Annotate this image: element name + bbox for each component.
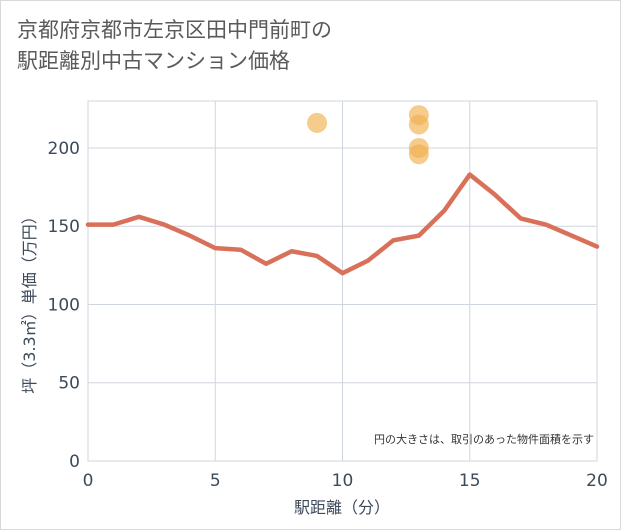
y-tick-label: 50 [58,374,80,394]
transaction-point [408,144,429,165]
x-tick-label: 15 [459,471,481,491]
x-tick-label: 0 [83,471,94,491]
chart-title-line-2: 駅距離別中古マンション価格 [17,49,290,73]
transaction-point [408,114,429,135]
average-price-line [85,172,600,276]
x-tick-label: 5 [210,471,221,491]
transaction-point [307,112,328,133]
chart-title: 京都府京都市左京区田中門前町の 駅距離別中古マンション価格 [17,15,437,77]
y-tick-label: 200 [48,139,80,159]
x-tick-label: 20 [586,471,608,491]
y-tick-label: 150 [48,217,80,237]
chart-title-line-1: 京都府京都市左京区田中門前町の [17,18,332,42]
size-legend-note: 円の大きさは、取引のあった物件面積を示す [374,432,594,446]
y-tick-label: 100 [48,295,80,315]
x-tick-label: 10 [332,471,354,491]
y-axis-label: 坪（3.3㎡）単価（万円） [20,208,39,393]
x-axis-label: 駅距離（分） [294,498,390,517]
y-tick-label: 0 [69,452,80,472]
